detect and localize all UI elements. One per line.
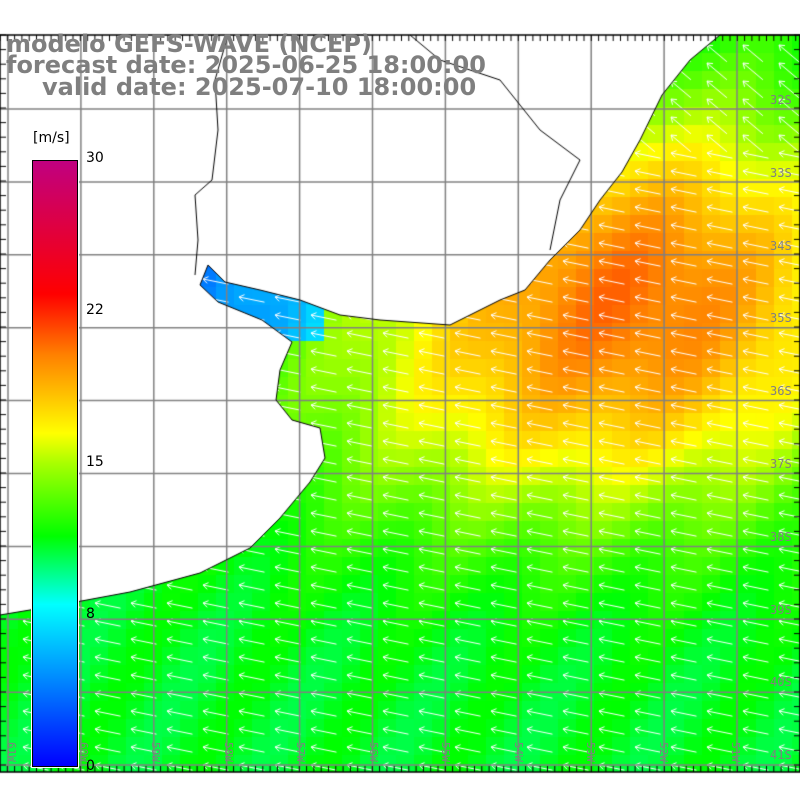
model-title: modelo GEFS-WAVE (NCEP) (6, 30, 372, 58)
latitude-label: 36S (770, 384, 792, 399)
longitude-label: 59W (149, 742, 162, 762)
longitude-label: 53W (584, 742, 597, 762)
latitude-label: 35S (770, 311, 792, 326)
longitude-label: 54W (512, 742, 525, 762)
longitude-label: 56W (367, 742, 380, 762)
valid-date: valid date: 2025-07-10 18:00:00 (42, 73, 477, 101)
colorbar-tick: 30 (86, 150, 104, 166)
colorbar-unit: [m/s] (33, 130, 70, 146)
latitude-label: 38S (770, 529, 792, 544)
latitude-label: 32S (770, 93, 792, 107)
latitude-label: 37S (770, 457, 792, 471)
latitude-label: 34S (770, 238, 792, 253)
longitude-label: 57W (294, 742, 307, 762)
forecast-date: forecast date: 2025-06-25 18:00:00 (6, 51, 486, 79)
latitude-label: 40S (770, 675, 792, 690)
longitude-label: 60W (77, 742, 90, 762)
colorbar-tick: 8 (86, 606, 95, 622)
longitude-label: 51W (729, 742, 742, 762)
longitude-label: 52W (657, 742, 670, 762)
latitude-label: 39S (770, 602, 792, 617)
colorbar (31, 159, 79, 768)
colorbar-tick: 0 (86, 758, 95, 774)
longitude-label: 58W (222, 742, 235, 762)
latitude-label: 41S (770, 748, 792, 763)
longitude-label: 61W (5, 742, 18, 762)
latitude-label: 33S (770, 165, 792, 180)
longitude-label: 55W (439, 742, 452, 762)
colorbar-tick: 22 (86, 302, 104, 318)
colorbar-tick: 15 (86, 454, 104, 470)
